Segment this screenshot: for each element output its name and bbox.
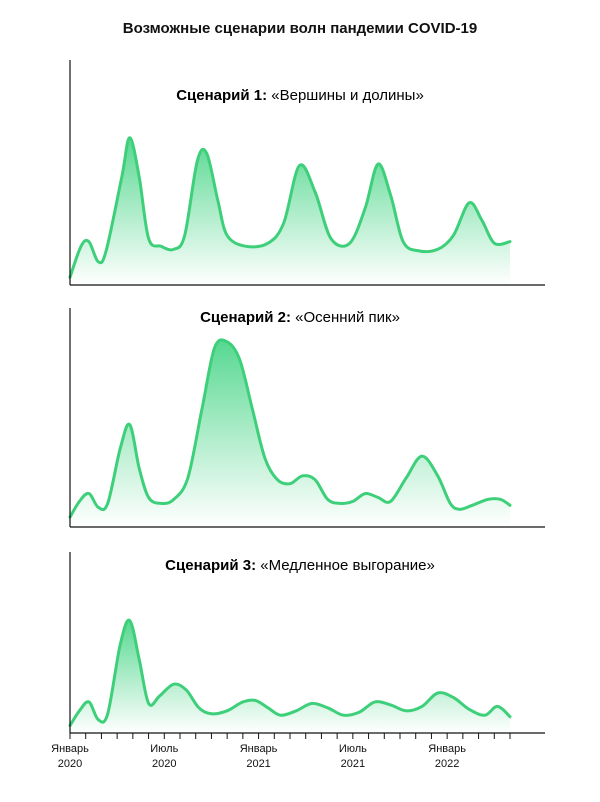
x-tick-label: Январь: [240, 743, 278, 755]
scenario-line-2: [68, 338, 512, 519]
scenario-title-1: Сценарий 1: «Вершины и долины»: [176, 87, 424, 104]
x-tick-label-year: 2020: [152, 758, 176, 770]
scenario-line-1: [68, 136, 512, 279]
x-tick-label: Июль: [339, 743, 367, 755]
scenario-title-2: Сценарий 2: «Осенний пик»: [200, 309, 400, 326]
x-tick-label-year: 2021: [246, 758, 270, 770]
scenario-panel-2: Сценарий 2: «Осенний пик»: [68, 308, 545, 528]
scenario-panel-1: Сценарий 1: «Вершины и долины»: [68, 60, 545, 286]
scenario-area-2: [70, 339, 510, 527]
scenario-prefix: Сценарий 1:: [176, 87, 271, 104]
x-tick-label-year: 2021: [341, 758, 365, 770]
scenario-line-3: [68, 618, 512, 728]
x-tick-label-year: 2020: [58, 758, 82, 770]
scenario-panel-3: Сценарий 3: «Медленное выгорание»: [68, 552, 545, 734]
scenario-name: «Вершины и долины»: [271, 87, 424, 104]
scenario-area-3: [70, 620, 510, 733]
scenario-name: «Осенний пик»: [295, 309, 400, 326]
x-tick-label-year: 2022: [435, 758, 459, 770]
x-tick-label: Январь: [51, 743, 89, 755]
chart-title: Возможные сценарии волн пандемии COVID-1…: [122, 20, 478, 37]
scenario-prefix: Сценарий 3:: [165, 557, 260, 574]
x-tick-label: Июль: [150, 743, 178, 755]
scenario-prefix: Сценарий 2:: [200, 309, 295, 326]
scenario-title-3: Сценарий 3: «Медленное выгорание»: [165, 557, 435, 574]
scenario-name: «Медленное выгорание»: [260, 557, 435, 574]
x-tick-label: Январь: [428, 743, 466, 755]
